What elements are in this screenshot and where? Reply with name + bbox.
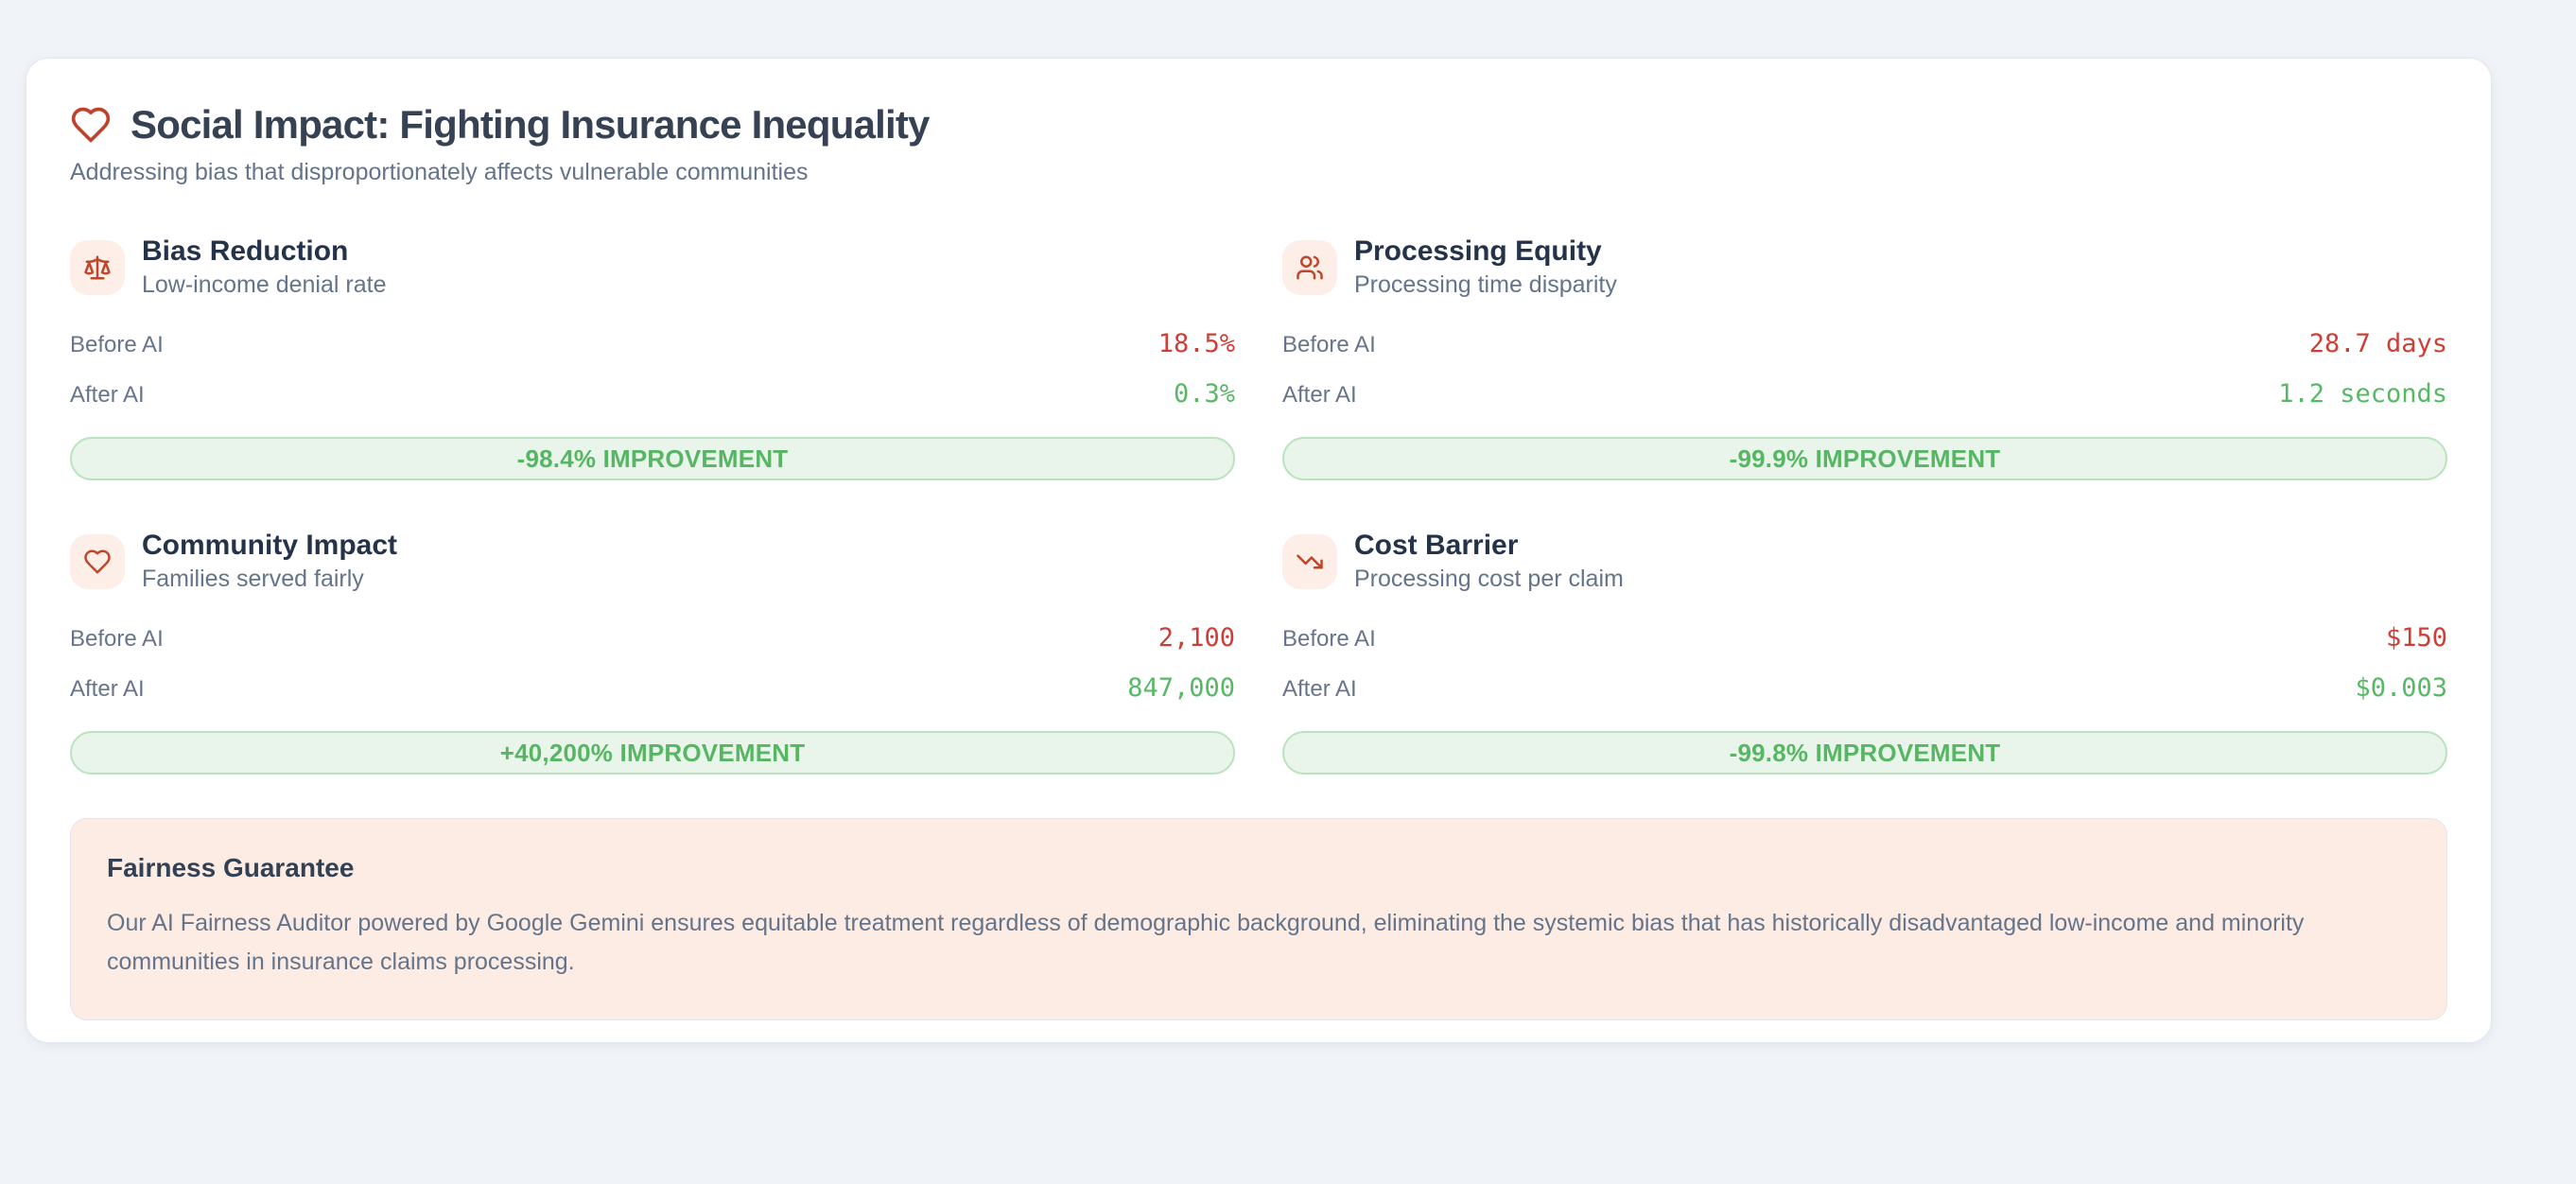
after-row: After AI 1.2 seconds <box>1282 379 2447 409</box>
after-label: After AI <box>70 676 145 702</box>
metric-cost-barrier: Cost Barrier Processing cost per claim B… <box>1282 530 2447 775</box>
after-value: 1.2 seconds <box>2278 379 2447 409</box>
before-row: Before AI 2,100 <box>70 623 1235 653</box>
metric-subtitle: Low-income denial rate <box>142 271 387 298</box>
fairness-body: Our AI Fairness Auditor powered by Googl… <box>107 910 2305 975</box>
before-row: Before AI $150 <box>1282 623 2447 653</box>
before-label: Before AI <box>1282 626 1376 652</box>
before-row: Before AI 18.5% <box>70 329 1235 358</box>
before-value: 28.7 days <box>2308 329 2447 358</box>
page-subtitle: Addressing bias that disproportionately … <box>70 159 809 185</box>
metric-title: Community Impact <box>142 530 398 561</box>
metric-subtitle: Families served fairly <box>142 566 364 592</box>
after-label: After AI <box>1282 382 1357 408</box>
after-value: 0.3% <box>1173 379 1235 409</box>
after-label: After AI <box>70 382 145 408</box>
after-row: After AI 847,000 <box>70 673 1235 703</box>
trending-down-icon <box>1282 533 1337 589</box>
before-value: 2,100 <box>1157 623 1235 653</box>
heart-icon <box>70 104 112 146</box>
users-icon <box>1282 239 1337 295</box>
metric-community-impact: Community Impact Families served fairly … <box>70 530 1235 775</box>
metric-header: Processing Equity Processing time dispar… <box>1282 235 2447 299</box>
improvement-badge: -98.4% IMPROVEMENT <box>70 437 1235 480</box>
metric-processing-equity: Processing Equity Processing time dispar… <box>1282 235 2447 480</box>
metric-subtitle: Processing cost per claim <box>1354 566 1624 592</box>
before-row: Before AI 28.7 days <box>1282 329 2447 358</box>
metric-header: Bias Reduction Low-income denial rate <box>70 235 1235 299</box>
improvement-badge: -99.8% IMPROVEMENT <box>1282 731 2447 775</box>
before-label: Before AI <box>70 332 164 357</box>
improvement-badge: +40,200% IMPROVEMENT <box>70 731 1235 775</box>
metric-header: Cost Barrier Processing cost per claim <box>1282 530 2447 593</box>
after-row: After AI 0.3% <box>70 379 1235 409</box>
metric-title: Bias Reduction <box>142 235 349 267</box>
metric-subtitle: Processing time disparity <box>1354 271 1617 298</box>
before-value: $150 <box>2385 623 2447 653</box>
metric-title: Processing Equity <box>1354 235 1602 267</box>
heart-icon <box>70 533 125 589</box>
improvement-badge: -99.9% IMPROVEMENT <box>1282 437 2447 480</box>
metric-header: Community Impact Families served fairly <box>70 530 1235 593</box>
metric-bias-reduction: Bias Reduction Low-income denial rate Be… <box>70 235 1235 480</box>
page-title: Social Impact: Fighting Insurance Inequa… <box>131 102 930 147</box>
fairness-title: Fairness Guarantee <box>107 853 355 882</box>
fairness-guarantee-panel: Fairness Guarantee Our AI Fairness Audit… <box>70 818 2447 1020</box>
scale-icon <box>70 239 125 295</box>
card-header: Social Impact: Fighting Insurance Inequa… <box>70 102 2447 148</box>
metric-title: Cost Barrier <box>1354 530 1519 561</box>
before-value: 18.5% <box>1157 329 1235 358</box>
metrics-grid: Bias Reduction Low-income denial rate Be… <box>70 235 2447 775</box>
after-value: $0.003 <box>2355 673 2447 703</box>
after-row: After AI $0.003 <box>1282 673 2447 703</box>
social-impact-card: Social Impact: Fighting Insurance Inequa… <box>26 58 2492 1043</box>
before-label: Before AI <box>1282 332 1376 357</box>
after-value: 847,000 <box>1127 673 1235 703</box>
after-label: After AI <box>1282 676 1357 702</box>
before-label: Before AI <box>70 626 164 652</box>
